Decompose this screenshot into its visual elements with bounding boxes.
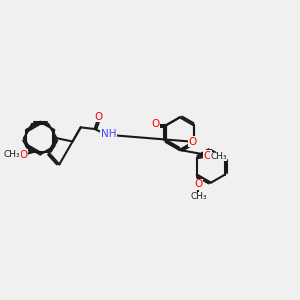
Text: CH₃: CH₃ — [190, 192, 207, 201]
Text: O: O — [188, 137, 196, 147]
Text: CH₃: CH₃ — [210, 152, 227, 161]
Text: O: O — [194, 179, 202, 189]
Text: O: O — [94, 112, 103, 122]
Text: NH: NH — [100, 129, 116, 139]
Text: O: O — [203, 151, 212, 161]
Text: O: O — [19, 150, 27, 160]
Text: O: O — [151, 119, 159, 129]
Text: CH₃: CH₃ — [4, 150, 20, 159]
